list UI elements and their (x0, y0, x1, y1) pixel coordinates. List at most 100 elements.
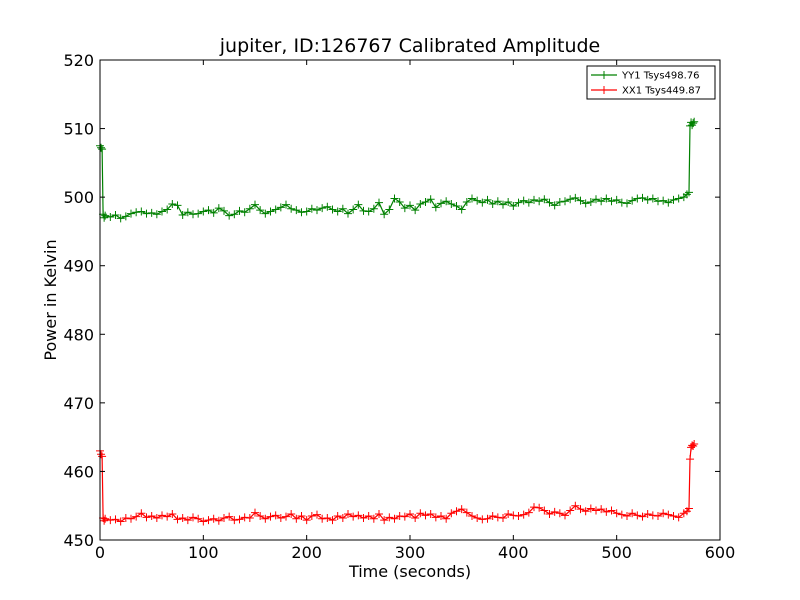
data-point (390, 194, 399, 203)
data-point (592, 506, 600, 515)
data-point (147, 512, 156, 520)
data-point (519, 510, 528, 519)
data-point (659, 509, 668, 518)
data-point (307, 204, 316, 213)
data-point (524, 198, 533, 207)
data-point (245, 514, 254, 523)
data-point (406, 201, 414, 210)
data-point (664, 198, 673, 207)
data-point (168, 200, 177, 208)
data-point (100, 516, 109, 525)
data-point (685, 504, 693, 513)
axis-ticks: 0 100 200 300 400 500 600 450 460 470 480 490 500 510… (63, 51, 735, 562)
data-point (328, 205, 337, 214)
data-point (111, 210, 120, 219)
data-point (416, 200, 425, 208)
data-point (457, 505, 466, 514)
data-point (468, 194, 476, 203)
data-point (493, 197, 502, 206)
data-point (682, 190, 691, 199)
data-point (97, 143, 106, 152)
legend-marker (600, 86, 608, 94)
data-point (576, 196, 585, 205)
data-point (220, 514, 228, 523)
data-point (380, 516, 389, 525)
data-point (328, 516, 337, 525)
data-point (597, 197, 606, 206)
data-point (209, 208, 218, 217)
data-point (395, 197, 404, 206)
data-point (287, 204, 296, 213)
data-point (127, 209, 135, 218)
data-point (437, 199, 445, 208)
data-point (540, 195, 549, 204)
x-tick-label: 600 (705, 543, 736, 562)
data-point (452, 507, 461, 516)
data-point (230, 516, 239, 525)
data-point (607, 506, 616, 515)
data-point (106, 516, 115, 525)
data-point (127, 514, 135, 523)
data-point (545, 198, 554, 207)
y-tick-label: 480 (63, 325, 94, 344)
data-point (509, 511, 518, 520)
data-point (411, 206, 420, 215)
data-point (689, 119, 698, 128)
data-point (369, 204, 378, 213)
data-point (555, 197, 564, 206)
data-point (375, 198, 383, 207)
data-point (385, 513, 394, 522)
data-point (504, 509, 513, 518)
data-point (566, 195, 575, 204)
data-point (297, 512, 306, 520)
data-point (266, 512, 275, 521)
legend: YY1 Tsys498.76 XX1 Tsys449.87 (586, 65, 716, 100)
data-point (173, 515, 182, 524)
data-point (111, 515, 120, 524)
data-point (204, 516, 213, 525)
data-point (375, 509, 383, 518)
data-point (426, 509, 435, 518)
data-point (163, 205, 172, 214)
data-point (313, 206, 321, 215)
data-point (344, 509, 352, 518)
data-point (137, 509, 146, 518)
data-point (240, 208, 249, 217)
data-point (385, 205, 394, 214)
data-point (380, 210, 389, 219)
data-point (349, 205, 358, 214)
data-point (416, 509, 425, 518)
data-point (524, 508, 533, 517)
x-tick-label: 300 (395, 543, 426, 562)
data-point (550, 201, 559, 210)
data-point (674, 194, 683, 203)
plot-area (96, 117, 699, 526)
data-point (302, 516, 311, 525)
data-point (349, 512, 358, 521)
data-point (686, 455, 695, 464)
data-point (116, 517, 125, 526)
series-0 (96, 117, 699, 223)
data-point (437, 512, 445, 520)
data-point (586, 504, 595, 513)
series-1 (96, 440, 699, 526)
data-point (431, 203, 440, 212)
data-point (307, 512, 316, 520)
data-point (235, 515, 244, 524)
data-point (648, 194, 657, 203)
data-point (158, 207, 166, 216)
data-point (390, 514, 399, 523)
data-point (98, 145, 107, 154)
data-point (251, 508, 259, 517)
data-point (519, 196, 528, 205)
data-point (199, 207, 208, 216)
data-point (617, 510, 626, 519)
data-point (189, 513, 197, 522)
data-point (607, 197, 616, 206)
data-point (266, 207, 275, 216)
data-point (251, 200, 259, 209)
data-point (669, 195, 678, 204)
data-point (550, 507, 559, 516)
data-point (452, 202, 461, 211)
data-point (473, 196, 482, 205)
